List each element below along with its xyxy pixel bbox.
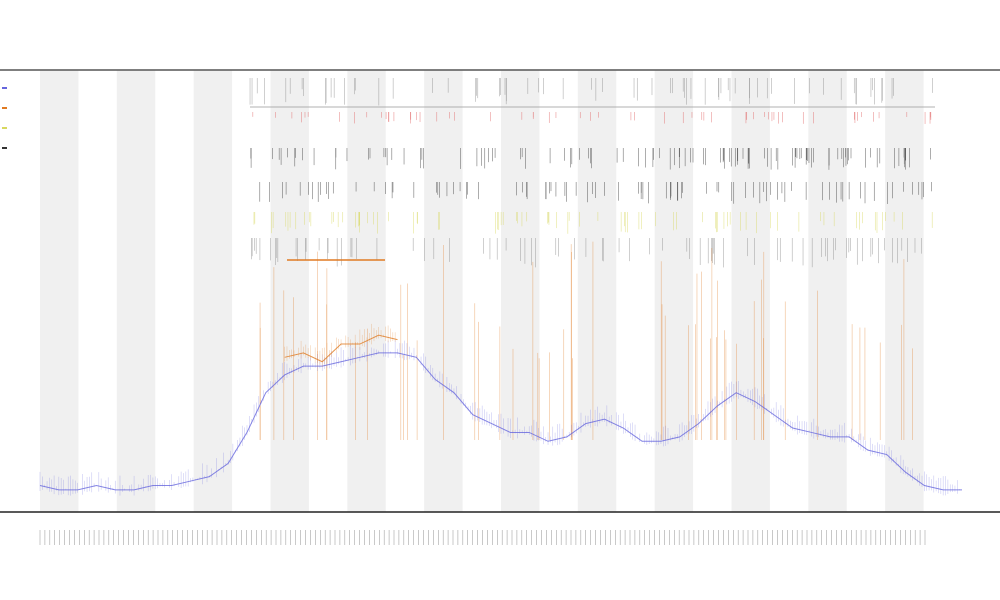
background-band [501, 70, 540, 512]
legend-entry [2, 98, 7, 118]
background-band [347, 70, 386, 512]
legend-entry [2, 138, 7, 158]
background-band [808, 70, 847, 512]
background-band [116, 70, 156, 512]
legend-swatch [2, 87, 7, 89]
background-band [193, 70, 233, 512]
background-band [577, 70, 617, 512]
background-band [40, 70, 79, 512]
legend [2, 78, 7, 158]
background-band [731, 70, 770, 512]
legend-swatch [2, 127, 7, 129]
legend-swatch [2, 107, 7, 109]
legend-entry [2, 78, 7, 98]
background-band [654, 70, 694, 512]
legend-entry [2, 118, 7, 138]
series-line-b [284, 334, 398, 363]
series-line-a [39, 352, 962, 491]
background-band [270, 70, 309, 512]
background-band [885, 70, 924, 512]
legend-swatch [2, 147, 7, 149]
